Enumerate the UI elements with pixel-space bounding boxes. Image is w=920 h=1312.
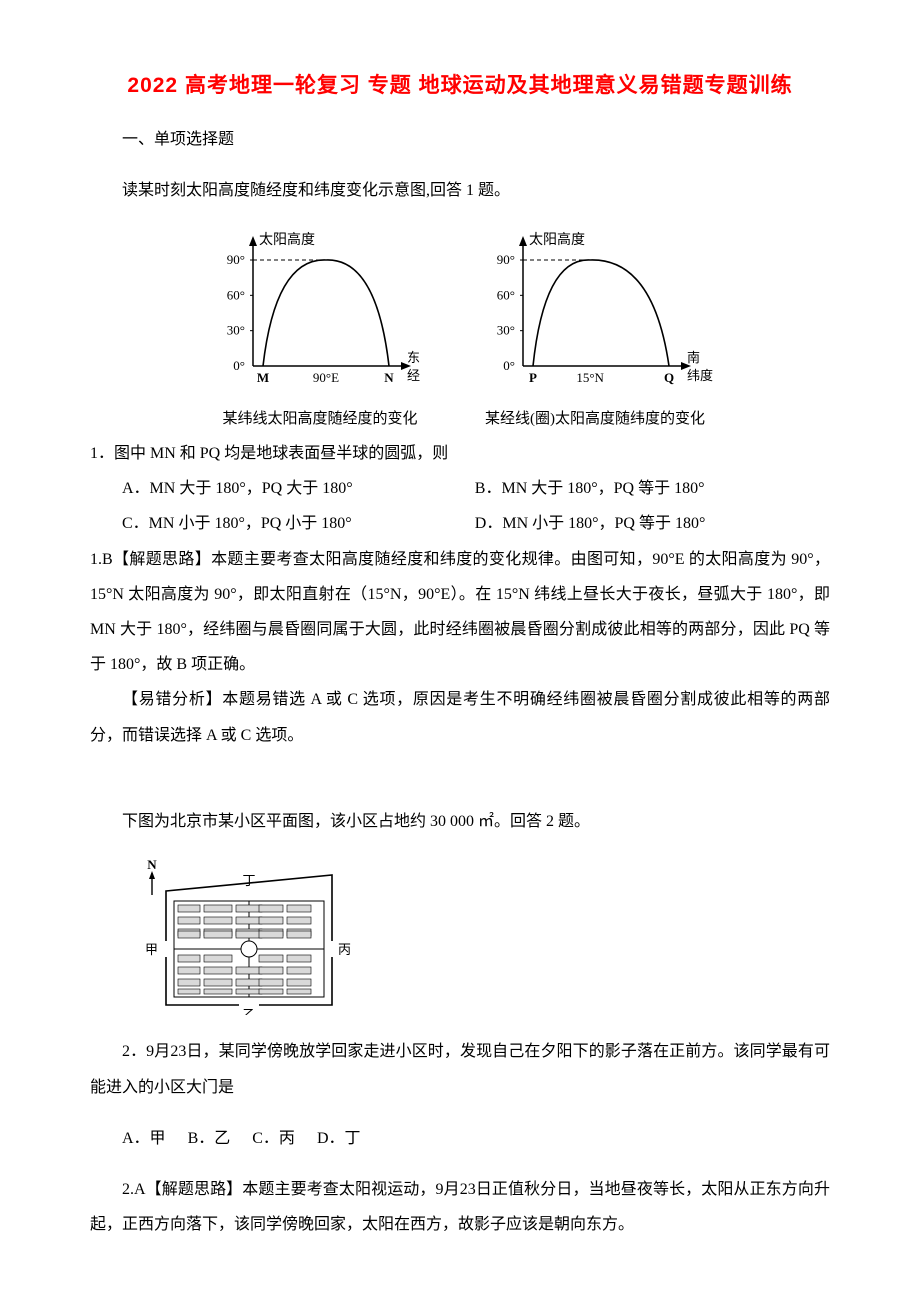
svg-text:0°: 0° bbox=[233, 358, 245, 373]
chart-left: 太阳高度 90° 60° 30° 0° M 90°E N东经 某纬线太阳高度随经度的变化 bbox=[205, 224, 435, 430]
document-title: 2022 高考地理一轮复习 专题 地球运动及其地理意义易错题专题训练 bbox=[90, 70, 830, 102]
svg-text:南: 南 bbox=[687, 350, 700, 365]
explanation1-error: 【易错分析】本题易错选 A 或 C 选项，原因是考生不明确经纬圈被晨昏圈分割成彼… bbox=[90, 682, 830, 752]
svg-text:M: M bbox=[257, 370, 269, 385]
svg-text:90°: 90° bbox=[497, 252, 515, 267]
svg-text:30°: 30° bbox=[497, 323, 515, 338]
svg-text:30°: 30° bbox=[227, 323, 245, 338]
q2-option-c: C．丙 bbox=[252, 1130, 295, 1147]
svg-text:0°: 0° bbox=[503, 358, 515, 373]
question2-stem: 2．9月23日，某同学傍晚放学回家走进小区时，发现自己在夕阳下的影子落在正前方。… bbox=[90, 1034, 830, 1104]
q1-option-c: C．MN 小于 180°，PQ 小于 180° bbox=[90, 506, 475, 541]
explanation1-solution: 1.B【解题思路】本题主要考查太阳高度随经度和纬度的变化规律。由图可知，90°E… bbox=[90, 542, 830, 683]
svg-text:丁: 丁 bbox=[242, 873, 255, 888]
q1-option-d: D．MN 小于 180°，PQ 等于 180° bbox=[475, 506, 830, 541]
svg-text:60°: 60° bbox=[227, 287, 245, 302]
svg-text:Q: Q bbox=[664, 370, 674, 385]
svg-text:乙: 乙 bbox=[242, 1007, 255, 1015]
q1-option-a: A．MN 大于 180°，PQ 大于 180° bbox=[90, 471, 475, 506]
map-figure: N 丁甲 丙乙 bbox=[122, 855, 830, 1028]
question2-intro: 下图为北京市某小区平面图，该小区占地约 30 000 ㎡。回答 2 题。 bbox=[90, 804, 830, 839]
svg-text:N: N bbox=[384, 370, 394, 385]
svg-text:太阳高度: 太阳高度 bbox=[529, 231, 585, 248]
q2-option-a: A．甲 bbox=[122, 1130, 166, 1147]
svg-text:丙: 丙 bbox=[338, 942, 351, 957]
svg-text:60°: 60° bbox=[497, 287, 515, 302]
question2-intro-tail: 。回答 2 题。 bbox=[494, 813, 590, 830]
svg-text:太阳高度: 太阳高度 bbox=[259, 231, 315, 248]
map-svg: N 丁甲 丙乙 bbox=[122, 855, 352, 1015]
q2-option-d: D．丁 bbox=[317, 1130, 361, 1147]
question2-options: A．甲 B．乙 C．丙 D．丁 bbox=[90, 1121, 830, 1156]
question2-intro-text: 下图为北京市某小区平面图，该小区占地约 30 000 ㎡ bbox=[122, 813, 494, 830]
svg-text:90°E: 90°E bbox=[313, 370, 339, 385]
svg-text:15°N: 15°N bbox=[576, 370, 604, 385]
section-heading: 一、单项选择题 bbox=[90, 122, 830, 157]
svg-text:N: N bbox=[147, 857, 157, 872]
svg-text:经: 经 bbox=[407, 368, 420, 383]
svg-text:纬度: 纬度 bbox=[687, 368, 713, 383]
chart-left-caption: 某纬线太阳高度随经度的变化 bbox=[205, 409, 435, 430]
explanation2-solution: 2.A【解题思路】本题主要考查太阳视运动，9月23日正值秋分日，当地昼夜等长，太… bbox=[90, 1172, 830, 1242]
svg-text:P: P bbox=[529, 370, 537, 385]
question1-intro: 读某时刻太阳高度随经度和纬度变化示意图,回答 1 题。 bbox=[90, 173, 830, 208]
q2-option-b: B．乙 bbox=[188, 1130, 231, 1147]
chart-right: 太阳高度 90° 60° 30° 0° P 15°N Q南纬度 某经线(圈)太阳高度随纬度的变… bbox=[475, 224, 715, 430]
charts-row: 太阳高度 90° 60° 30° 0° M 90°E N东经 某纬线太阳高度随经度的变化 太阳… bbox=[90, 224, 830, 430]
chart-right-svg: 太阳高度 90° 60° 30° 0° P 15°N Q南纬度 bbox=[475, 224, 715, 394]
q1-option-b: B．MN 大于 180°，PQ 等于 180° bbox=[475, 471, 830, 506]
question1-stem: 1．图中 MN 和 PQ 均是地球表面昼半球的圆弧，则 bbox=[90, 436, 830, 471]
svg-text:东: 东 bbox=[407, 350, 420, 365]
chart-left-svg: 太阳高度 90° 60° 30° 0° M 90°E N东经 bbox=[205, 224, 435, 394]
chart-right-caption: 某经线(圈)太阳高度随纬度的变化 bbox=[475, 409, 715, 430]
svg-text:90°: 90° bbox=[227, 252, 245, 267]
spacer bbox=[90, 753, 830, 788]
svg-text:甲: 甲 bbox=[145, 942, 158, 957]
